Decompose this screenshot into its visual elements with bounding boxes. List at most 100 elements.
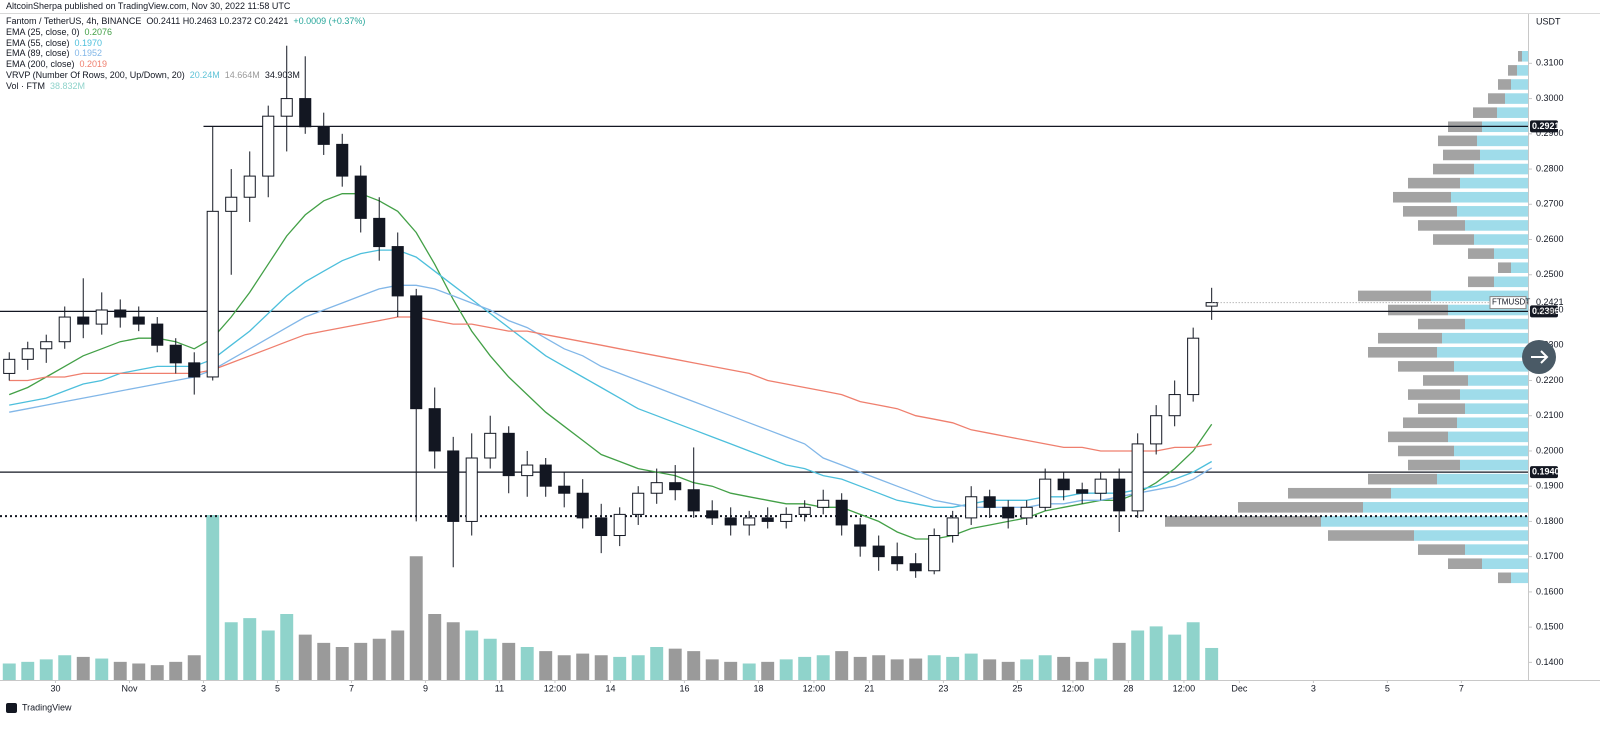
x-tick-label: 12:00	[1173, 683, 1196, 693]
volume-bar	[1057, 656, 1071, 680]
profile-up	[1465, 403, 1528, 414]
volume-bar	[853, 656, 867, 680]
profile-down	[1288, 487, 1391, 499]
legend-row: Fantom / TetherUS, 4h, BINANCE O0.2411 H0…	[6, 16, 370, 27]
volume-bar	[705, 659, 719, 680]
y-tick-label: 0.1900	[1536, 481, 1564, 491]
y-tick-label: 0.1700	[1536, 551, 1564, 561]
candle-body	[151, 323, 164, 346]
candle-body	[1131, 443, 1144, 512]
candle-body	[484, 432, 497, 459]
profile-down	[1468, 276, 1494, 288]
legend-value: 34.903M	[264, 69, 300, 80]
candle-body	[243, 175, 256, 198]
candle-body	[1150, 415, 1163, 445]
candle-body	[872, 545, 885, 558]
x-tick-label: 7	[1459, 683, 1464, 693]
profile-up	[1437, 347, 1528, 358]
volume-bar	[1131, 630, 1145, 680]
volume-bar	[58, 655, 72, 680]
profile-up	[1505, 93, 1528, 104]
profile-up	[1474, 163, 1528, 175]
candle-body	[21, 348, 34, 360]
symbol: Fantom / TetherUS, 4h, BINANCE	[6, 16, 142, 26]
profile-up	[1474, 234, 1528, 245]
profile-down	[1238, 502, 1363, 513]
candle-body	[706, 510, 719, 519]
x-tick-label: 11	[495, 683, 504, 693]
level-price-label: 0.1940	[1532, 466, 1560, 476]
change: +0.0009 (+0.37%)	[293, 16, 366, 26]
candle-body	[317, 126, 330, 145]
legend-name: EMA (55, close)	[6, 37, 70, 48]
candle-body	[650, 482, 663, 494]
ohlc: O0.2411 H0.2463 L0.2372 C0.2421	[146, 16, 289, 26]
y-tick-label: 0.2800	[1536, 163, 1564, 173]
x-tick-label: 7	[349, 683, 354, 693]
volume-bar	[1001, 661, 1015, 680]
symbol-label: FTMUSDT	[1492, 298, 1530, 307]
volume-bar	[2, 663, 16, 680]
candle-body	[965, 496, 978, 519]
x-tick-label: 12:00	[803, 683, 826, 693]
x-tick-label: 14	[605, 683, 615, 693]
y-tick-label: 0.1800	[1536, 516, 1564, 526]
volume-bar	[779, 659, 793, 680]
y-tick-label: 0.3100	[1536, 58, 1564, 68]
volume-bar	[169, 661, 183, 680]
volume-bar	[927, 655, 941, 680]
legend-row: EMA (89, close) 0.1952	[6, 48, 370, 59]
profile-down	[1398, 361, 1454, 372]
x-tick-label: 5	[275, 683, 280, 693]
profile-up	[1480, 149, 1528, 161]
profile-up	[1477, 135, 1528, 147]
profile-up	[1497, 107, 1528, 118]
y-tick-label: 0.2600	[1536, 234, 1564, 244]
x-tick-label: Dec	[1231, 683, 1248, 693]
volume-bar	[650, 647, 664, 680]
y-tick-label: 0.1600	[1536, 586, 1564, 596]
level-price-tag	[1530, 305, 1558, 318]
candle-body	[40, 341, 53, 350]
legend-row: EMA (25, close, 0) 0.2076	[6, 27, 370, 38]
volume-bar	[243, 618, 257, 680]
volume-bar	[372, 638, 386, 680]
volume-bar	[576, 653, 590, 680]
legend-name: EMA (25, close, 0)	[6, 26, 80, 37]
volume-bar	[354, 642, 368, 680]
brand: TradingView	[22, 702, 72, 712]
publisher: AltcoinSherpa published on TradingView.c…	[6, 1, 291, 11]
volume-bar	[280, 614, 294, 680]
profile-up	[1460, 177, 1528, 189]
volume-bar	[1075, 661, 1089, 680]
volume-bar	[1038, 655, 1052, 680]
profile-up	[1465, 220, 1528, 231]
x-tick-label: 16	[679, 683, 689, 693]
profile-down	[1418, 318, 1465, 330]
x-tick-label: 12:00	[544, 683, 567, 693]
profile-up	[1465, 318, 1528, 330]
profile-down	[1473, 107, 1497, 118]
currency-label: USDT	[1536, 16, 1561, 26]
volume-bar	[224, 622, 238, 680]
volume-bar	[761, 661, 775, 680]
profile-up	[1448, 304, 1528, 316]
candle-body	[465, 457, 478, 522]
profile-down	[1408, 459, 1460, 471]
profile-down	[1398, 445, 1454, 457]
candle-body	[743, 517, 756, 526]
scroll-right-button[interactable]	[1522, 340, 1556, 374]
profile-down	[1165, 516, 1321, 527]
candle-body	[946, 517, 959, 537]
volume-bar	[1112, 642, 1126, 680]
profile-down	[1508, 65, 1517, 76]
volume-bar	[428, 614, 442, 680]
ema-line	[9, 284, 1213, 508]
candle-body	[817, 499, 830, 508]
volume-bar	[668, 648, 682, 680]
candle-body	[576, 492, 589, 519]
profile-up	[1482, 558, 1528, 569]
profile-up	[1511, 262, 1528, 273]
candle-body	[502, 432, 515, 477]
